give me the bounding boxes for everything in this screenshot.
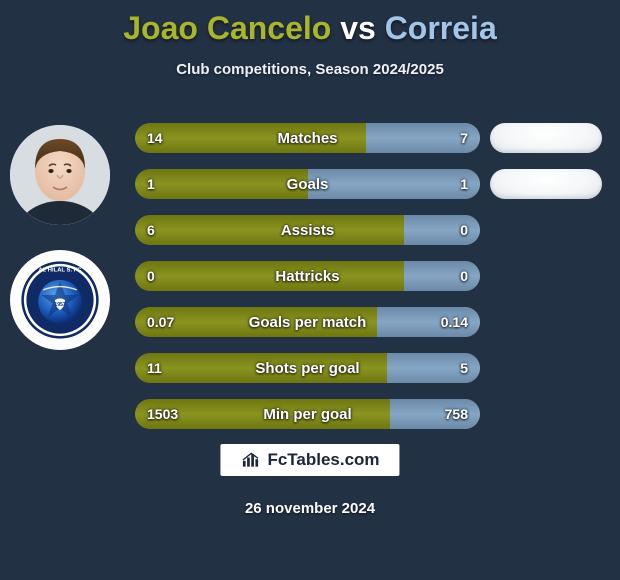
brand-suffix: .com: [340, 450, 380, 469]
brand-badge: FcTables.com: [220, 444, 399, 476]
brand-text: FcTables.com: [267, 450, 379, 470]
stat-bar-right: [387, 353, 480, 383]
player1-name: Joao Cancelo: [123, 10, 331, 46]
brand-bold: Tables: [287, 450, 340, 469]
right-pills: [490, 123, 602, 215]
svg-text:AL HILAL S. FC: AL HILAL S. FC: [38, 267, 82, 273]
player-avatar-icon: [10, 125, 110, 225]
svg-text:1957: 1957: [54, 302, 65, 308]
subtitle: Club competitions, Season 2024/2025: [0, 61, 620, 78]
stat-bar-track: [135, 123, 480, 153]
stat-row: 00Hattricks: [135, 261, 480, 291]
stat-bar-right: [390, 399, 480, 429]
player2-name: Correia: [385, 10, 497, 46]
vs-text: vs: [340, 10, 376, 46]
stat-row: 115Shots per goal: [135, 353, 480, 383]
avatar-column: AL HILAL S. FC 1957: [10, 125, 110, 375]
club-crest-icon: AL HILAL S. FC 1957: [18, 258, 102, 342]
blank-pill: [490, 169, 602, 199]
stat-bar-track: [135, 261, 480, 291]
player-avatar: [10, 125, 110, 225]
stat-row: 1503758Min per goal: [135, 399, 480, 429]
brand-pre: Fc: [267, 450, 287, 469]
stat-row: 0.070.14Goals per match: [135, 307, 480, 337]
stat-row: 11Goals: [135, 169, 480, 199]
date-text: 26 november 2024: [0, 500, 620, 517]
stat-bar-right: [308, 169, 481, 199]
stat-row: 147Matches: [135, 123, 480, 153]
stat-bar-right: [366, 123, 480, 153]
club-crest: AL HILAL S. FC 1957: [10, 250, 110, 350]
comparison-title: Joao Cancelo vs Correia: [0, 0, 620, 47]
stat-bar-track: [135, 169, 480, 199]
stat-bar-track: [135, 399, 480, 429]
stat-bar-right: [404, 215, 480, 245]
stat-bar-right: [404, 261, 480, 291]
stat-row: 60Assists: [135, 215, 480, 245]
stat-bar-right: [377, 307, 481, 337]
bar-chart-icon: [240, 450, 260, 470]
stat-bar-track: [135, 353, 480, 383]
stat-bar-track: [135, 307, 480, 337]
stat-bars: 147Matches 11Goals 60Assists 00Hattricks 0.0…: [135, 123, 480, 445]
stat-bar-track: [135, 215, 480, 245]
blank-pill: [490, 123, 602, 153]
